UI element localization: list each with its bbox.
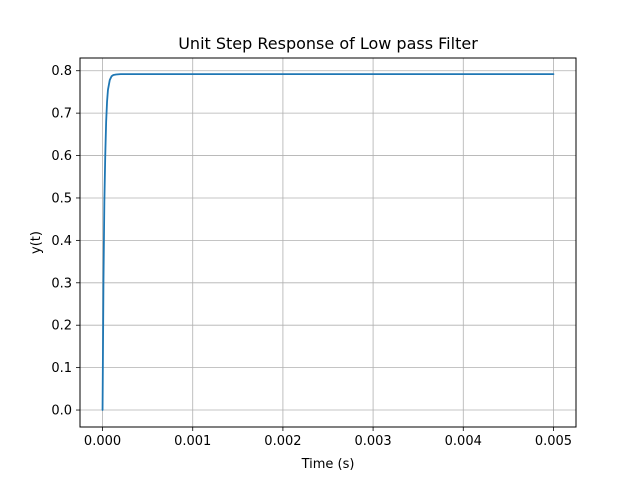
- x-tick-label: 0.005: [535, 434, 572, 449]
- y-tick-label: 0.2: [51, 319, 72, 334]
- y-tick-label: 0.7: [51, 107, 72, 122]
- x-tick-label: 0.003: [354, 434, 391, 449]
- y-tick-label: 0.4: [51, 234, 72, 249]
- y-tick-label: 0.5: [51, 191, 72, 206]
- x-tick-label: 0.001: [174, 434, 211, 449]
- y-tick-label: 0.0: [51, 404, 72, 419]
- y-tick-label: 0.6: [51, 149, 72, 164]
- y-tick-label: 0.3: [51, 276, 72, 291]
- x-axis-label: Time (s): [301, 457, 355, 472]
- series-layer: [101, 73, 555, 411]
- chart-title: Unit Step Response of Low pass Filter: [178, 34, 478, 53]
- plot-area: [80, 58, 576, 427]
- x-tick-label: 0.000: [84, 434, 121, 449]
- x-tick-label: 0.002: [264, 434, 301, 449]
- plot-frame: [79, 57, 577, 428]
- x-tick-label: 0.004: [445, 434, 482, 449]
- y-axis-label: y(t): [29, 231, 44, 254]
- y-tick-label: 0.8: [51, 64, 72, 79]
- y-tick-label: 0.1: [51, 361, 72, 376]
- axis-ticks: 0.000 0.001 0.002 0.003 0.004 0.005 0.0 0.1 0.2 0…: [51, 64, 572, 449]
- series-line: [101, 73, 555, 411]
- grid-lines: [80, 58, 576, 427]
